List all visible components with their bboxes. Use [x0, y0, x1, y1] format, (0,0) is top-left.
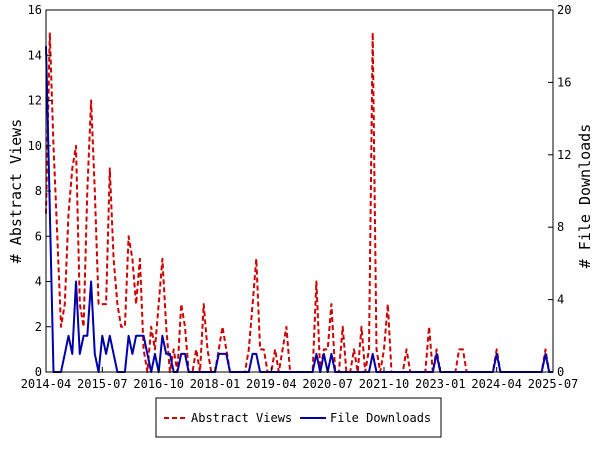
- x-tick-label: 2015-07: [77, 377, 128, 391]
- x-tick-label: 2021-10: [359, 377, 410, 391]
- y-left-tick-label: 10: [28, 139, 42, 153]
- y-axis-right-title: # File Downloads: [576, 124, 594, 269]
- y-left-tick-label: 4: [35, 275, 42, 289]
- y-axis-left-title: # Abstract Views: [7, 119, 25, 264]
- legend-label-file-downloads: File Downloads: [330, 411, 431, 425]
- y-right-tick-label: 8: [557, 220, 564, 234]
- y-right-tick-label: 4: [557, 293, 564, 307]
- y-left-tick-label: 0: [35, 365, 42, 379]
- y-left-tick-label: 8: [35, 184, 42, 198]
- ticks-layer: 0 2 4 6 8 10 12 14 16 0 4 8 12 16 20 2014-04 2015-07 2016…: [21, 3, 579, 391]
- y-right-tick-label: 12: [557, 148, 571, 162]
- y-left-tick-label: 6: [35, 229, 42, 243]
- x-tick-label: 2024-04: [471, 377, 522, 391]
- y-left-tick-label: 12: [28, 94, 42, 108]
- legend-label-abstract-views: Abstract Views: [191, 411, 292, 425]
- x-tick-label: 2020-07: [302, 377, 353, 391]
- x-tick-label: 2019-04: [246, 377, 297, 391]
- y-left-tick-label: 2: [35, 320, 42, 334]
- x-tick-label: 2014-04: [21, 377, 72, 391]
- legend-box: [155, 397, 442, 438]
- x-tick-label: 2025-07: [528, 377, 579, 391]
- y-left-tick-label: 14: [28, 48, 42, 62]
- x-tick-label: 2018-01: [190, 377, 241, 391]
- y-left-tick-label: 16: [28, 3, 42, 17]
- y-right-tick-label: 20: [557, 3, 571, 17]
- x-tick-label: 2023-01: [415, 377, 466, 391]
- x-tick-label: 2016-10: [133, 377, 184, 391]
- y-right-tick-label: 16: [557, 75, 571, 89]
- legend: Abstract Views File Downloads: [155, 397, 442, 438]
- y-right-tick-label: 0: [557, 365, 564, 379]
